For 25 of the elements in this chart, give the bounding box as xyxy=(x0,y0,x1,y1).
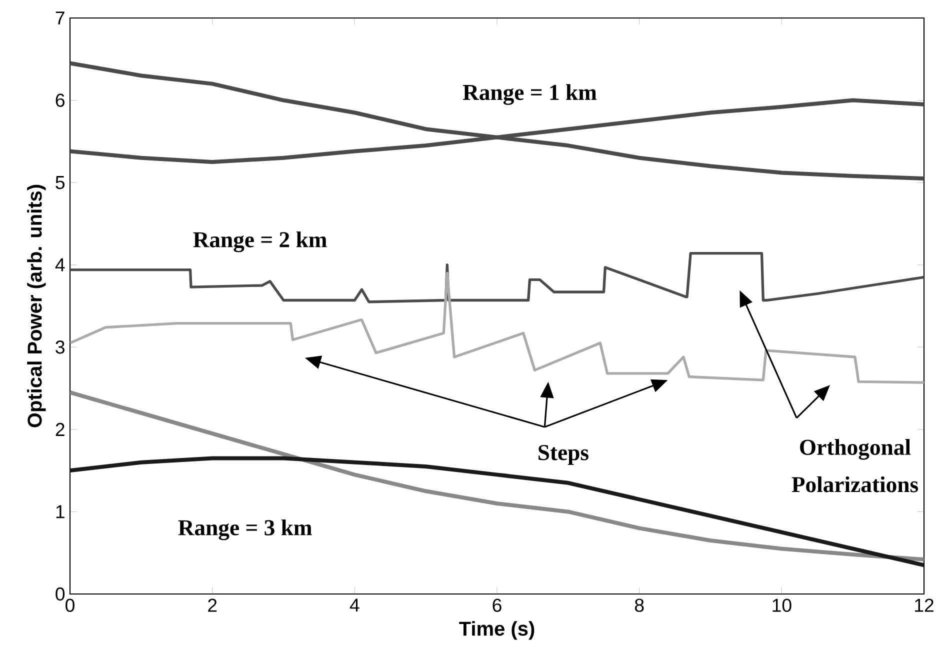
line-series xyxy=(70,272,924,384)
annotation: Range = 3 km xyxy=(178,519,312,540)
y-tick-label: 4 xyxy=(55,258,65,272)
x-tick-label: 8 xyxy=(634,598,644,612)
annotation: Range = 2 km xyxy=(193,231,327,252)
y-tick-label: 7 xyxy=(56,12,64,24)
y-tick-label: 5 xyxy=(56,176,65,190)
x-tick-label: 6 xyxy=(492,598,502,612)
x-axis-title: Time (s) xyxy=(459,621,534,640)
annotation: Orthogonal Polarizations xyxy=(792,438,918,492)
x-tick-label: 10 xyxy=(772,598,792,612)
y-tick-label: 2 xyxy=(56,422,64,436)
line-series xyxy=(70,61,924,180)
x-tick-label: 12 xyxy=(915,598,934,612)
y-tick-label: 3 xyxy=(56,340,64,354)
x-tick-label: 2 xyxy=(208,598,217,612)
y-tick-label: 1 xyxy=(56,505,64,518)
x-tick-label: 0 xyxy=(66,598,74,612)
x-tick-label: 4 xyxy=(350,598,360,612)
line-series xyxy=(70,252,924,304)
annotation: Range = 1 km xyxy=(462,84,597,105)
y-tick-label: 6 xyxy=(56,94,64,107)
y-tick-label: 0 xyxy=(56,587,65,601)
annotation: Steps xyxy=(538,445,588,465)
y-axis-title: Optical Power (arb. units) xyxy=(27,184,46,428)
